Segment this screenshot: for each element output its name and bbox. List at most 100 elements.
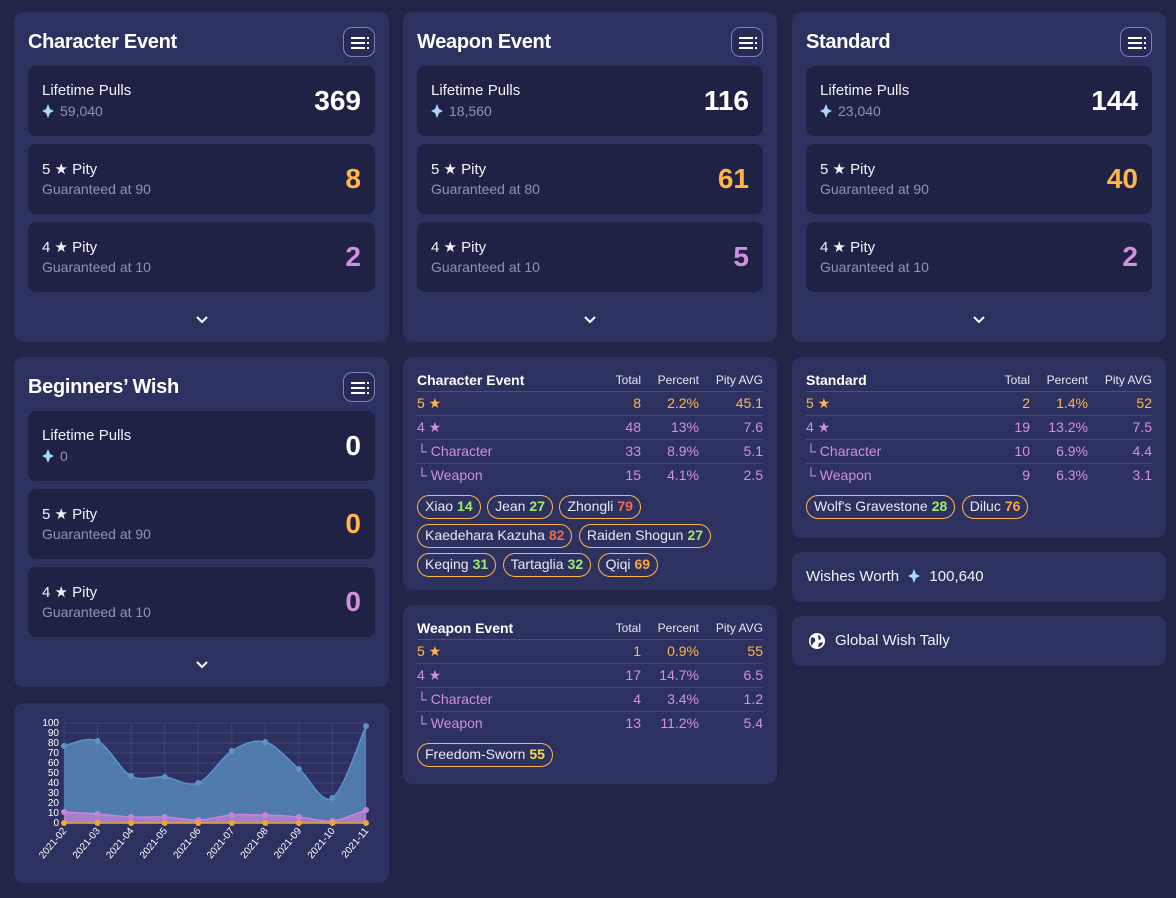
pull-tag[interactable]: Tartaglia 32 bbox=[502, 553, 592, 577]
header-percent: Percent bbox=[641, 371, 699, 392]
row-percent: 6.3% bbox=[1056, 467, 1088, 484]
stat-sub: Guaranteed at 10 bbox=[42, 259, 151, 275]
tag-pity: 32 bbox=[567, 556, 584, 572]
four-star-pity-stat: 4 ★ Pity Guaranteed at 10 0 bbox=[28, 567, 375, 637]
tag-pity: 82 bbox=[548, 527, 565, 543]
y-tick-label: 100 bbox=[42, 718, 59, 729]
pull-tag[interactable]: Keqing 31 bbox=[417, 553, 497, 577]
x-tick-label: 2021-03 bbox=[71, 826, 103, 862]
row-total: 19 bbox=[980, 415, 1030, 440]
pull-tag[interactable]: Freedom-Sworn 55 bbox=[417, 743, 553, 767]
stat-sub: 0 bbox=[42, 448, 68, 464]
pull-tag[interactable]: Kaedehara Kazuha 82 bbox=[417, 524, 573, 548]
row-label: └ Character bbox=[806, 439, 980, 464]
five-star-pity-value: 61 bbox=[717, 163, 749, 194]
data-point bbox=[61, 820, 67, 826]
five-star-pity-value: 8 bbox=[345, 163, 361, 194]
data-point bbox=[262, 820, 269, 826]
stat-sub: Guaranteed at 10 bbox=[42, 604, 151, 620]
pull-tag[interactable]: Qiqi 69 bbox=[597, 553, 659, 577]
row-percent: 8.9% bbox=[641, 439, 699, 464]
row-percent: 13% bbox=[641, 415, 699, 440]
row-pity: 4.4 bbox=[1088, 439, 1152, 464]
tag-name: Zhongli bbox=[567, 498, 614, 514]
row-total: 1 bbox=[591, 639, 641, 664]
card-title: Standard bbox=[806, 31, 891, 53]
data-point bbox=[94, 820, 101, 826]
y-tick-label: 10 bbox=[48, 808, 60, 819]
x-tick-label: 2021-10 bbox=[306, 826, 338, 862]
pull-tag[interactable]: Diluc 76 bbox=[961, 495, 1029, 519]
stat-label: 5 ★ Pity bbox=[42, 161, 98, 178]
tag-pity: 79 bbox=[617, 498, 633, 514]
row-total: 17 bbox=[591, 663, 641, 688]
tag-pity: 69 bbox=[634, 556, 651, 572]
stat-label: 4 ★ Pity bbox=[431, 239, 487, 256]
data-point bbox=[295, 820, 302, 826]
tag-name: Jean bbox=[495, 498, 526, 514]
tag-pity: 14 bbox=[457, 498, 473, 514]
menu-button[interactable] bbox=[1120, 27, 1152, 57]
tag-name: Qiqi bbox=[605, 556, 631, 572]
data-point bbox=[228, 820, 235, 826]
menu-button[interactable] bbox=[731, 27, 763, 57]
pull-tag[interactable]: Xiao 14 bbox=[417, 495, 481, 519]
pull-tag[interactable]: Jean 27 bbox=[487, 495, 553, 519]
pull-tag[interactable]: Zhongli 79 bbox=[559, 495, 641, 519]
data-point bbox=[295, 814, 302, 820]
standard-stats-card: Standard Total Percent Pity AVG 5 ★ 2 1.… bbox=[792, 357, 1166, 538]
card-title: Beginners’ Wish bbox=[28, 376, 179, 398]
lifetime-gems: 18,560 bbox=[449, 103, 492, 119]
row-pity: 6.5 bbox=[699, 663, 763, 688]
tag-pity: 76 bbox=[1004, 498, 1021, 514]
tag-name: Kaedehara Kazuha bbox=[425, 527, 545, 543]
table-title: Weapon Event bbox=[417, 619, 591, 640]
stat-label: 4 ★ Pity bbox=[42, 584, 98, 601]
row-percent: 0.9% bbox=[641, 639, 699, 664]
tag-name: Wolf's Gravestone bbox=[814, 498, 928, 514]
stat-label: Lifetime Pulls bbox=[820, 82, 910, 99]
standard-card: Standard Lifetime Pulls 23,040 144 5 ★ P… bbox=[792, 12, 1166, 342]
menu-button[interactable] bbox=[343, 372, 375, 402]
y-tick-label: 80 bbox=[48, 738, 60, 749]
stat-sub: Guaranteed at 10 bbox=[431, 259, 540, 275]
pull-tag[interactable]: Wolf's Gravestone 28 bbox=[806, 495, 956, 519]
row-label: └ Weapon bbox=[806, 467, 872, 484]
chevron-down-icon[interactable] bbox=[195, 316, 208, 324]
y-tick-label: 90 bbox=[48, 728, 60, 739]
wishes-worth-value: 100,640 bbox=[929, 568, 984, 585]
five-star-pity-stat: 5 ★ Pity Guaranteed at 90 0 bbox=[28, 489, 375, 559]
pull-tag[interactable]: Raiden Shogun 27 bbox=[578, 524, 712, 548]
row-total: 33 bbox=[591, 439, 641, 464]
stat-sub: 59,040 bbox=[42, 103, 103, 119]
row-pity: 3.1 bbox=[1132, 467, 1152, 484]
menu-button[interactable] bbox=[343, 27, 375, 57]
primogem-icon bbox=[431, 104, 443, 118]
y-tick-label: 40 bbox=[48, 778, 60, 789]
global-wish-tally-button[interactable]: Global Wish Tally bbox=[792, 616, 1166, 666]
table-row: 5 ★ 8 2.2% 45.1 bbox=[417, 391, 763, 416]
table-row: 4 ★ 17 14.7% 6.5 bbox=[417, 663, 763, 688]
data-point bbox=[363, 820, 369, 826]
x-tick-label: 2021-02 bbox=[37, 826, 69, 862]
data-point bbox=[363, 807, 369, 813]
row-pity: 2.5 bbox=[743, 467, 763, 484]
chevron-down-icon[interactable] bbox=[195, 661, 208, 669]
row-pity: 55 bbox=[699, 639, 763, 664]
four-star-pity-stat: 4 ★ Pity Guaranteed at 10 5 bbox=[417, 222, 763, 292]
five-star-pity-value: 40 bbox=[1106, 163, 1138, 194]
chevron-down-icon[interactable] bbox=[584, 316, 596, 324]
five-star-pity-stat: 5 ★ Pity Guaranteed at 90 8 bbox=[28, 144, 375, 214]
stat-label: 5 ★ Pity bbox=[42, 506, 98, 523]
table-row: └ Character 10 6.9% 4.4 bbox=[806, 439, 1152, 464]
table-row: └ Weapon 9 6.3% 3.1 bbox=[806, 463, 1152, 487]
four-star-pity-stat: 4 ★ Pity Guaranteed at 10 2 bbox=[806, 222, 1152, 292]
primogem-icon bbox=[42, 104, 54, 118]
chevron-down-icon[interactable] bbox=[973, 316, 985, 324]
lifetime-value: 369 bbox=[314, 85, 361, 116]
table-row: 4 ★ 48 13% 7.6 bbox=[417, 415, 763, 440]
row-label: 4 ★ bbox=[806, 415, 980, 440]
row-percent: 3.4% bbox=[641, 687, 699, 712]
row-label: 4 ★ bbox=[417, 663, 591, 688]
data-point bbox=[94, 811, 101, 817]
